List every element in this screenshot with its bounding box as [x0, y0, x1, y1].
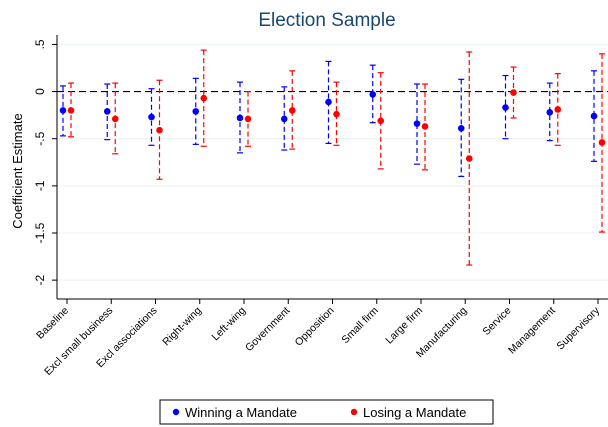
y-axis-label: Coefficient Estimate: [10, 113, 25, 228]
point-estimate-losing: [333, 110, 340, 118]
point-estimate-losing: [67, 107, 75, 114]
point-estimate-losing: [598, 139, 606, 146]
point-estimate-losing: [156, 126, 163, 134]
point-estimate-winning: [590, 112, 598, 120]
y-tick-label: 0: [33, 88, 47, 95]
chart-title: Election Sample: [258, 10, 395, 31]
point-estimate-losing: [288, 107, 296, 114]
point-estimate-losing: [510, 89, 517, 96]
y-tick-label: -2: [33, 274, 47, 285]
point-estimate-winning: [325, 98, 332, 106]
point-estimate-winning: [192, 108, 200, 115]
legend-label-winning: Winning a Mandate: [185, 405, 297, 420]
point-estimate-winning: [59, 107, 67, 114]
point-estimate-winning: [103, 108, 111, 115]
legend-marker-winning: [172, 408, 180, 416]
y-tick-label: -1: [33, 180, 47, 191]
point-estimate-losing: [554, 106, 562, 113]
point-estimate-winning: [236, 114, 244, 122]
y-tick-label: -1.5: [33, 222, 47, 243]
point-estimate-winning: [502, 104, 509, 111]
point-estimate-losing: [200, 94, 208, 102]
point-estimate-winning: [280, 115, 288, 123]
legend-marker-losing: [350, 408, 358, 416]
point-estimate-winning: [148, 113, 155, 121]
y-tick-label: -.5: [33, 131, 47, 145]
point-estimate-losing: [244, 115, 252, 123]
point-estimate-winning: [369, 91, 377, 98]
y-tick-label: .5: [33, 39, 47, 49]
point-estimate-losing: [421, 123, 429, 130]
legend-label-losing: Losing a Mandate: [363, 405, 466, 420]
point-estimate-winning: [413, 120, 421, 127]
legend: Winning a Mandate Losing a Mandate: [159, 399, 494, 425]
point-estimate-winning: [457, 125, 465, 132]
point-estimate-losing: [111, 115, 119, 123]
point-estimate-losing: [465, 155, 473, 162]
point-estimate-winning: [546, 109, 554, 116]
legend-box: [159, 399, 494, 425]
point-estimate-losing: [377, 117, 385, 125]
